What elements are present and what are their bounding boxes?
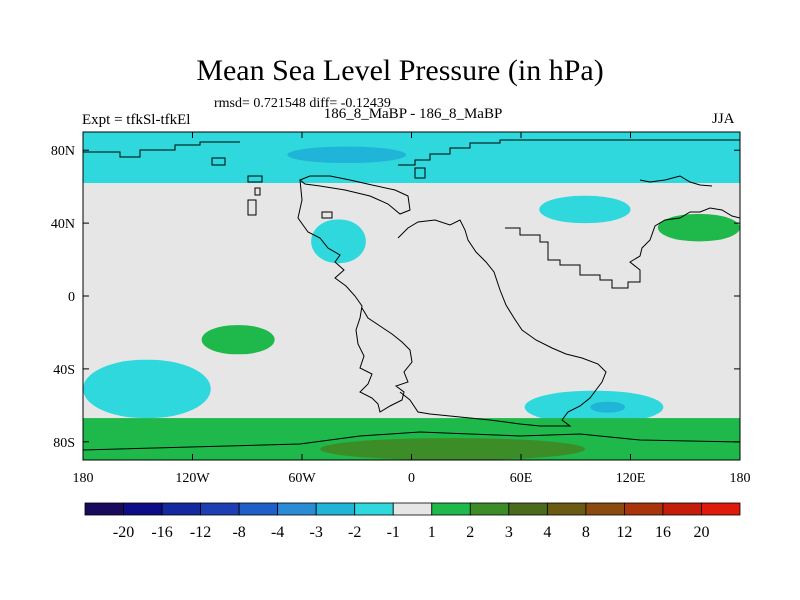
- colorbar-tick-label: -20: [113, 524, 134, 541]
- season-label: JJA: [712, 111, 735, 127]
- colorbar-tick-label: 4: [543, 524, 551, 541]
- x-tick-label: 0: [408, 471, 415, 486]
- x-tick-label: 180: [73, 471, 94, 486]
- y-tick-label: 0: [68, 290, 75, 305]
- colorbar-tick-label: -16: [151, 524, 172, 541]
- colorbar-tick-label: 12: [616, 524, 632, 541]
- y-tick-label: 40S: [53, 363, 75, 378]
- region-arctic-band: [83, 132, 740, 184]
- colorbar-swatch: [84, 502, 124, 516]
- x-tick-label: 120W: [175, 471, 210, 486]
- colorbar-tick-label: -1: [387, 524, 400, 541]
- coastline-islands: [211, 157, 426, 219]
- region-north-atlantic-low: [311, 219, 366, 264]
- y-tick-label: 80N: [51, 144, 75, 159]
- colorbar-tick-label: 16: [655, 524, 671, 541]
- coastline-americas: [297, 179, 413, 413]
- region-south-indian-low-core: [590, 401, 626, 413]
- coastline-greenland: [299, 175, 411, 215]
- colorbar-swatch: [200, 502, 240, 516]
- colorbar-tick-label: -2: [348, 524, 361, 541]
- colorbar-tick-label: -12: [190, 524, 211, 541]
- coastline-asia-northeast: [639, 175, 713, 187]
- colorbar-tick-label: 3: [505, 524, 513, 541]
- region-north-pacific-high: [657, 214, 740, 242]
- colorbar-swatch: [701, 502, 741, 516]
- colorbar-swatch: [624, 502, 664, 516]
- colorbar-tick-label: -4: [271, 524, 284, 541]
- colorbar-tick-label: 20: [693, 524, 709, 541]
- colorbar-swatch: [315, 502, 356, 516]
- colorbar-swatch: [392, 502, 433, 516]
- colorbar-swatch: [585, 502, 625, 516]
- coastline-antarctica: [83, 431, 740, 451]
- coastline-asia-east: [505, 207, 740, 289]
- region-tropical-pacific-high: [201, 325, 275, 355]
- colorbar-swatch: [354, 502, 394, 516]
- region-asia-low: [539, 195, 631, 224]
- y-tick-label: 80S: [53, 436, 75, 451]
- colorbar-swatch: [469, 502, 510, 516]
- colorbar-tick-label: -8: [232, 524, 245, 541]
- x-tick-label: 120E: [616, 471, 646, 486]
- colorbar-swatch: [123, 502, 163, 516]
- stats-label: rmsd= 0.721548 diff= -0.12439: [214, 96, 391, 111]
- colorbar-swatch: [277, 502, 317, 516]
- colorbar-swatch: [508, 502, 548, 516]
- x-tick-label: 60E: [510, 471, 533, 486]
- colorbar-swatch: [662, 502, 702, 516]
- chart-title: Mean Sea Level Pressure (in hPa): [196, 54, 604, 87]
- experiment-label: Expt = tfkSl-tfkEl: [82, 112, 191, 128]
- experiment-names-label: 186_8_MaBP - 186_8_MaBP: [323, 106, 503, 122]
- region-south-pacific-low: [83, 359, 211, 419]
- coastline-africa-eurasia: [397, 219, 607, 427]
- coastline-arctic-east: [398, 139, 740, 166]
- coastline-arctic-west: [83, 141, 240, 158]
- colorbar-swatch: [161, 502, 201, 516]
- colorbar-swatch: [546, 502, 587, 516]
- colorbar-swatch: [431, 502, 471, 516]
- region-antarctic-high: [320, 438, 585, 460]
- region-arctic-low-core: [287, 146, 407, 163]
- x-tick-label: 180: [730, 471, 751, 486]
- colorbar-tick-label: 2: [466, 524, 474, 541]
- x-tick-label: 60W: [288, 471, 316, 486]
- colorbar-tick-label: 1: [428, 524, 436, 541]
- colorbar-swatch: [238, 502, 279, 516]
- colorbar-tick-label: 8: [582, 524, 590, 541]
- y-tick-label: 40N: [51, 217, 75, 232]
- colorbar-tick-label: -3: [310, 524, 323, 541]
